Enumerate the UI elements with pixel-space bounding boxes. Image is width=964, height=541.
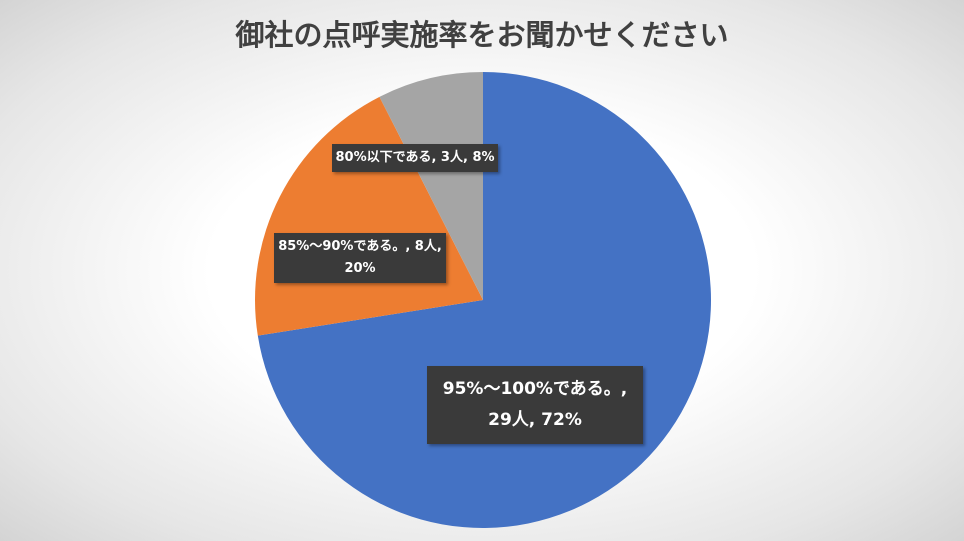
data-label-0: 95%～100%である。, 29人, 72%: [427, 366, 643, 444]
pie-slice-2: [379, 72, 483, 300]
data-label-1: 85%～90%である。, 8人, 20%: [274, 233, 446, 283]
data-label-2: 80%以下である, 3人, 8%: [332, 144, 498, 172]
chart-title: 御社の点呼実施率をお聞かせください: [235, 18, 729, 52]
